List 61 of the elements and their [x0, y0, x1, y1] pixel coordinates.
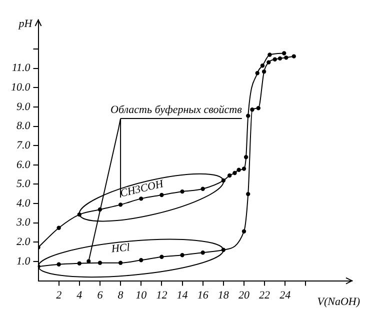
y-tick-label: 2.0: [16, 236, 31, 248]
y-tick-label: 3.0: [16, 216, 31, 229]
point: [266, 60, 271, 64]
point: [227, 173, 232, 178]
point: [118, 260, 123, 265]
x-tick-label: 10: [136, 289, 148, 302]
point: [180, 189, 184, 194]
y-tick-label: 7.0: [16, 139, 31, 152]
x-tick-label: 24: [280, 289, 292, 302]
point: [262, 69, 266, 74]
x-tick-label: 22: [259, 289, 271, 302]
y-tick-label: 5.0: [16, 178, 31, 190]
y-tick-label: 8.0: [16, 120, 31, 132]
text: CH3COH: [119, 178, 166, 200]
point: [180, 253, 184, 258]
point: [272, 57, 277, 62]
point: [292, 54, 296, 58]
point: [236, 168, 241, 172]
point: [98, 260, 102, 265]
point: [139, 258, 144, 262]
point: [242, 229, 246, 234]
y-tick-label: 4.0: [16, 197, 31, 210]
y-tick-label: 9.0: [16, 100, 31, 113]
point: [268, 52, 272, 57]
point: [255, 71, 260, 76]
y-tick-label: 1.0: [16, 255, 31, 268]
x-tick-label: 2: [56, 289, 62, 302]
point: [284, 56, 288, 60]
point: [139, 196, 144, 201]
x-tick-label: 16: [197, 289, 209, 302]
text: HCl: [110, 242, 130, 256]
point: [250, 108, 254, 112]
x-tick-label: 8: [118, 289, 124, 302]
point: [232, 170, 237, 176]
point: [246, 114, 250, 118]
x-tick-label: 12: [156, 289, 168, 302]
point: [244, 155, 248, 160]
point: [282, 51, 286, 56]
point: [200, 186, 205, 191]
point: [278, 56, 282, 61]
y-tick-label: 11.0: [12, 62, 31, 74]
y-tick-label: 6.0: [16, 158, 31, 171]
point: [242, 166, 246, 171]
annotation: Область буферных свойств: [110, 104, 242, 116]
x-axis-title: V(NaOH): [317, 296, 360, 308]
point: [256, 106, 260, 110]
x-tick-label: 6: [97, 289, 104, 302]
y-axis-title: pH: [18, 18, 34, 30]
x-tick-label: 20: [238, 289, 250, 302]
point: [118, 202, 123, 207]
x-tick-label: 18: [218, 289, 230, 302]
x-tick-label: 4: [76, 289, 83, 302]
point: [56, 262, 61, 266]
point: [260, 63, 265, 68]
point: [200, 250, 205, 255]
point: [160, 254, 164, 259]
point: [77, 261, 82, 266]
point: [246, 192, 250, 196]
point: [56, 226, 61, 230]
y-tick-label: 10.0: [11, 82, 31, 94]
x-tick-label: 14: [176, 289, 188, 302]
